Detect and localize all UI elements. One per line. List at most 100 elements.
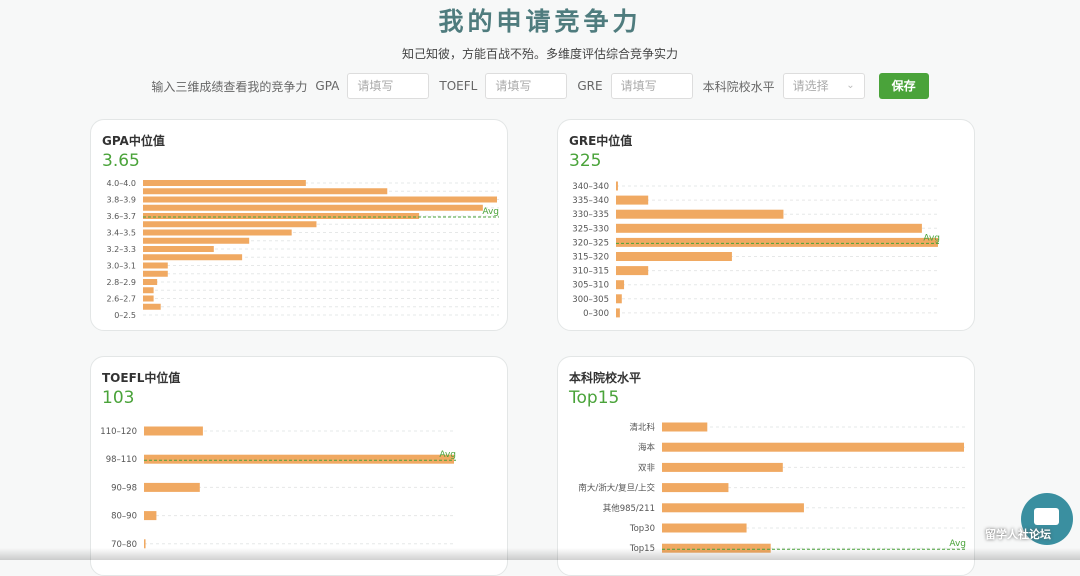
- category-label: 清北科: [629, 422, 655, 433]
- category-label: 325–330: [572, 224, 609, 234]
- bar: [616, 209, 784, 219]
- bar: [616, 195, 649, 205]
- category-label: Top30: [629, 524, 655, 534]
- bar: [144, 511, 157, 521]
- bar: [143, 204, 483, 211]
- avg-label: Avg: [439, 450, 456, 460]
- category-label: 320–325: [572, 238, 609, 248]
- category-label: 0–300: [583, 309, 609, 319]
- gpa-card-title: GPA中位值: [102, 134, 165, 148]
- category-label: 3.2–3.3: [107, 245, 136, 254]
- bar: [662, 442, 964, 452]
- bar: [143, 295, 154, 302]
- category-label: 3.0–3.1: [107, 262, 136, 271]
- score-form: 输入三维成绩查看我的竞争力 GPA 请填写 TOEFL 请填写 GRE 请填写 …: [0, 73, 1080, 99]
- school-level-select[interactable]: 请选择 ⌄: [782, 73, 865, 99]
- bar: [144, 539, 146, 549]
- bar: [143, 246, 214, 252]
- bar: [143, 254, 243, 261]
- category-label: 315–320: [572, 253, 609, 263]
- toefl-label: TOEFL: [439, 79, 478, 93]
- school-level-label: 本科院校水平: [702, 79, 775, 94]
- category-label: 其他985/211: [603, 503, 655, 514]
- page-title: 我的申请竞争力: [438, 7, 642, 36]
- gre-label: GRE: [577, 79, 603, 93]
- chat-bubble-icon[interactable]: [1021, 493, 1073, 545]
- category-label: 2.6–2.7: [107, 295, 136, 304]
- category-label: 双非: [638, 462, 656, 473]
- gre-distribution-chart: 340–340 335–340 330–335 325–330 320–325 Avg 31…: [572, 181, 940, 319]
- gpa-label: GPA: [315, 79, 340, 93]
- bar: [662, 483, 729, 493]
- school-level-value: Top15: [569, 388, 620, 408]
- toefl-median-value: 103: [102, 388, 135, 408]
- category-label: 4.0–4.0: [107, 179, 136, 188]
- toefl-input[interactable]: 请填写: [485, 73, 568, 99]
- gpa-distribution-chart: 4.0–4.0 3.8–3.9 3.6–3.7 Avg 3.4–3.5 3.2–3.3 3.…: [107, 179, 499, 320]
- bar: [616, 308, 620, 318]
- bar: [143, 287, 154, 294]
- category-label: 98–110: [106, 455, 137, 465]
- category-label: 南大/浙大/复旦/上交: [578, 483, 655, 494]
- gre-median-value: 325: [569, 151, 602, 171]
- category-label: 90–98: [111, 483, 137, 493]
- category-label: 305–310: [572, 281, 609, 291]
- bar: [144, 426, 203, 436]
- chevron-down-icon: ⌄: [846, 80, 855, 91]
- bar: [143, 196, 497, 203]
- gpa-median-value: 3.65: [102, 151, 140, 171]
- school-card: 本科院校水平 Top15 清北科 海本 双非 南大/浙大/复旦/上交 其他985/211…: [557, 356, 975, 576]
- page-subtitle: 知己知彼，方能百战不殆。多维度评估综合竞争实力: [401, 47, 678, 61]
- avatar-bubble-shape: [1034, 508, 1059, 525]
- bar: [662, 422, 708, 432]
- category-label: 3.4–3.5: [107, 229, 136, 238]
- bar: [662, 462, 783, 472]
- category-label: 310–315: [572, 267, 609, 277]
- bar: [662, 503, 804, 513]
- category-label: 80–90: [111, 512, 137, 522]
- category-label: 70–80: [111, 540, 137, 550]
- bar: [143, 262, 168, 269]
- school-card-title: 本科院校水平: [569, 371, 642, 385]
- toefl-card: TOEFL中位值 103 110–120 98–110 Avg 90–98 80–90 7…: [90, 356, 508, 576]
- bar: [144, 454, 454, 464]
- bar: [662, 543, 771, 553]
- bar: [662, 523, 747, 533]
- school-level-select-value: 请选择: [792, 79, 829, 93]
- bar: [143, 188, 388, 195]
- bar: [143, 180, 306, 186]
- bar: [143, 213, 420, 219]
- category-label: 340–340: [572, 182, 609, 192]
- bar: [143, 270, 168, 277]
- category-label: 0–2.5: [114, 311, 136, 320]
- category-label: 3.6–3.7: [107, 212, 136, 221]
- category-label: 2.8–2.9: [107, 278, 136, 287]
- gre-card-title: GRE中位值: [569, 134, 633, 148]
- bar: [616, 237, 938, 247]
- category-label: Top15: [629, 544, 655, 554]
- avg-label: Avg: [923, 233, 940, 243]
- save-button[interactable]: 保存: [878, 73, 929, 99]
- bar: [616, 280, 625, 290]
- avg-label: Avg: [949, 539, 966, 549]
- bar: [616, 252, 732, 261]
- toefl-distribution-chart: 110–120 98–110 Avg 90–98 80–90 70–80: [100, 426, 456, 550]
- category-label: 330–335: [572, 210, 609, 220]
- category-label: 110–120: [100, 427, 137, 437]
- bar: [616, 294, 622, 304]
- form-intro-label: 输入三维成绩查看我的竞争力: [151, 79, 308, 94]
- bar: [143, 221, 317, 228]
- toefl-card-title: TOEFL中位值: [102, 371, 181, 385]
- category-label: 300–305: [572, 295, 609, 305]
- gpa-input[interactable]: 请填写: [347, 73, 430, 99]
- bar: [143, 229, 292, 236]
- avg-label: Avg: [482, 207, 499, 217]
- gre-input[interactable]: 请填写: [610, 73, 693, 99]
- bar: [616, 181, 618, 191]
- category-label: 335–340: [572, 196, 609, 206]
- bar: [144, 482, 200, 492]
- gre-card: GRE中位值 325 340–340 335–340 330–335 325–330 3…: [557, 119, 975, 331]
- gpa-card: GPA中位值 3.65 4.0–4.0 3.8–3.9 3.6–3.7 Avg 3.4–…: [90, 119, 508, 331]
- bar: [143, 237, 250, 244]
